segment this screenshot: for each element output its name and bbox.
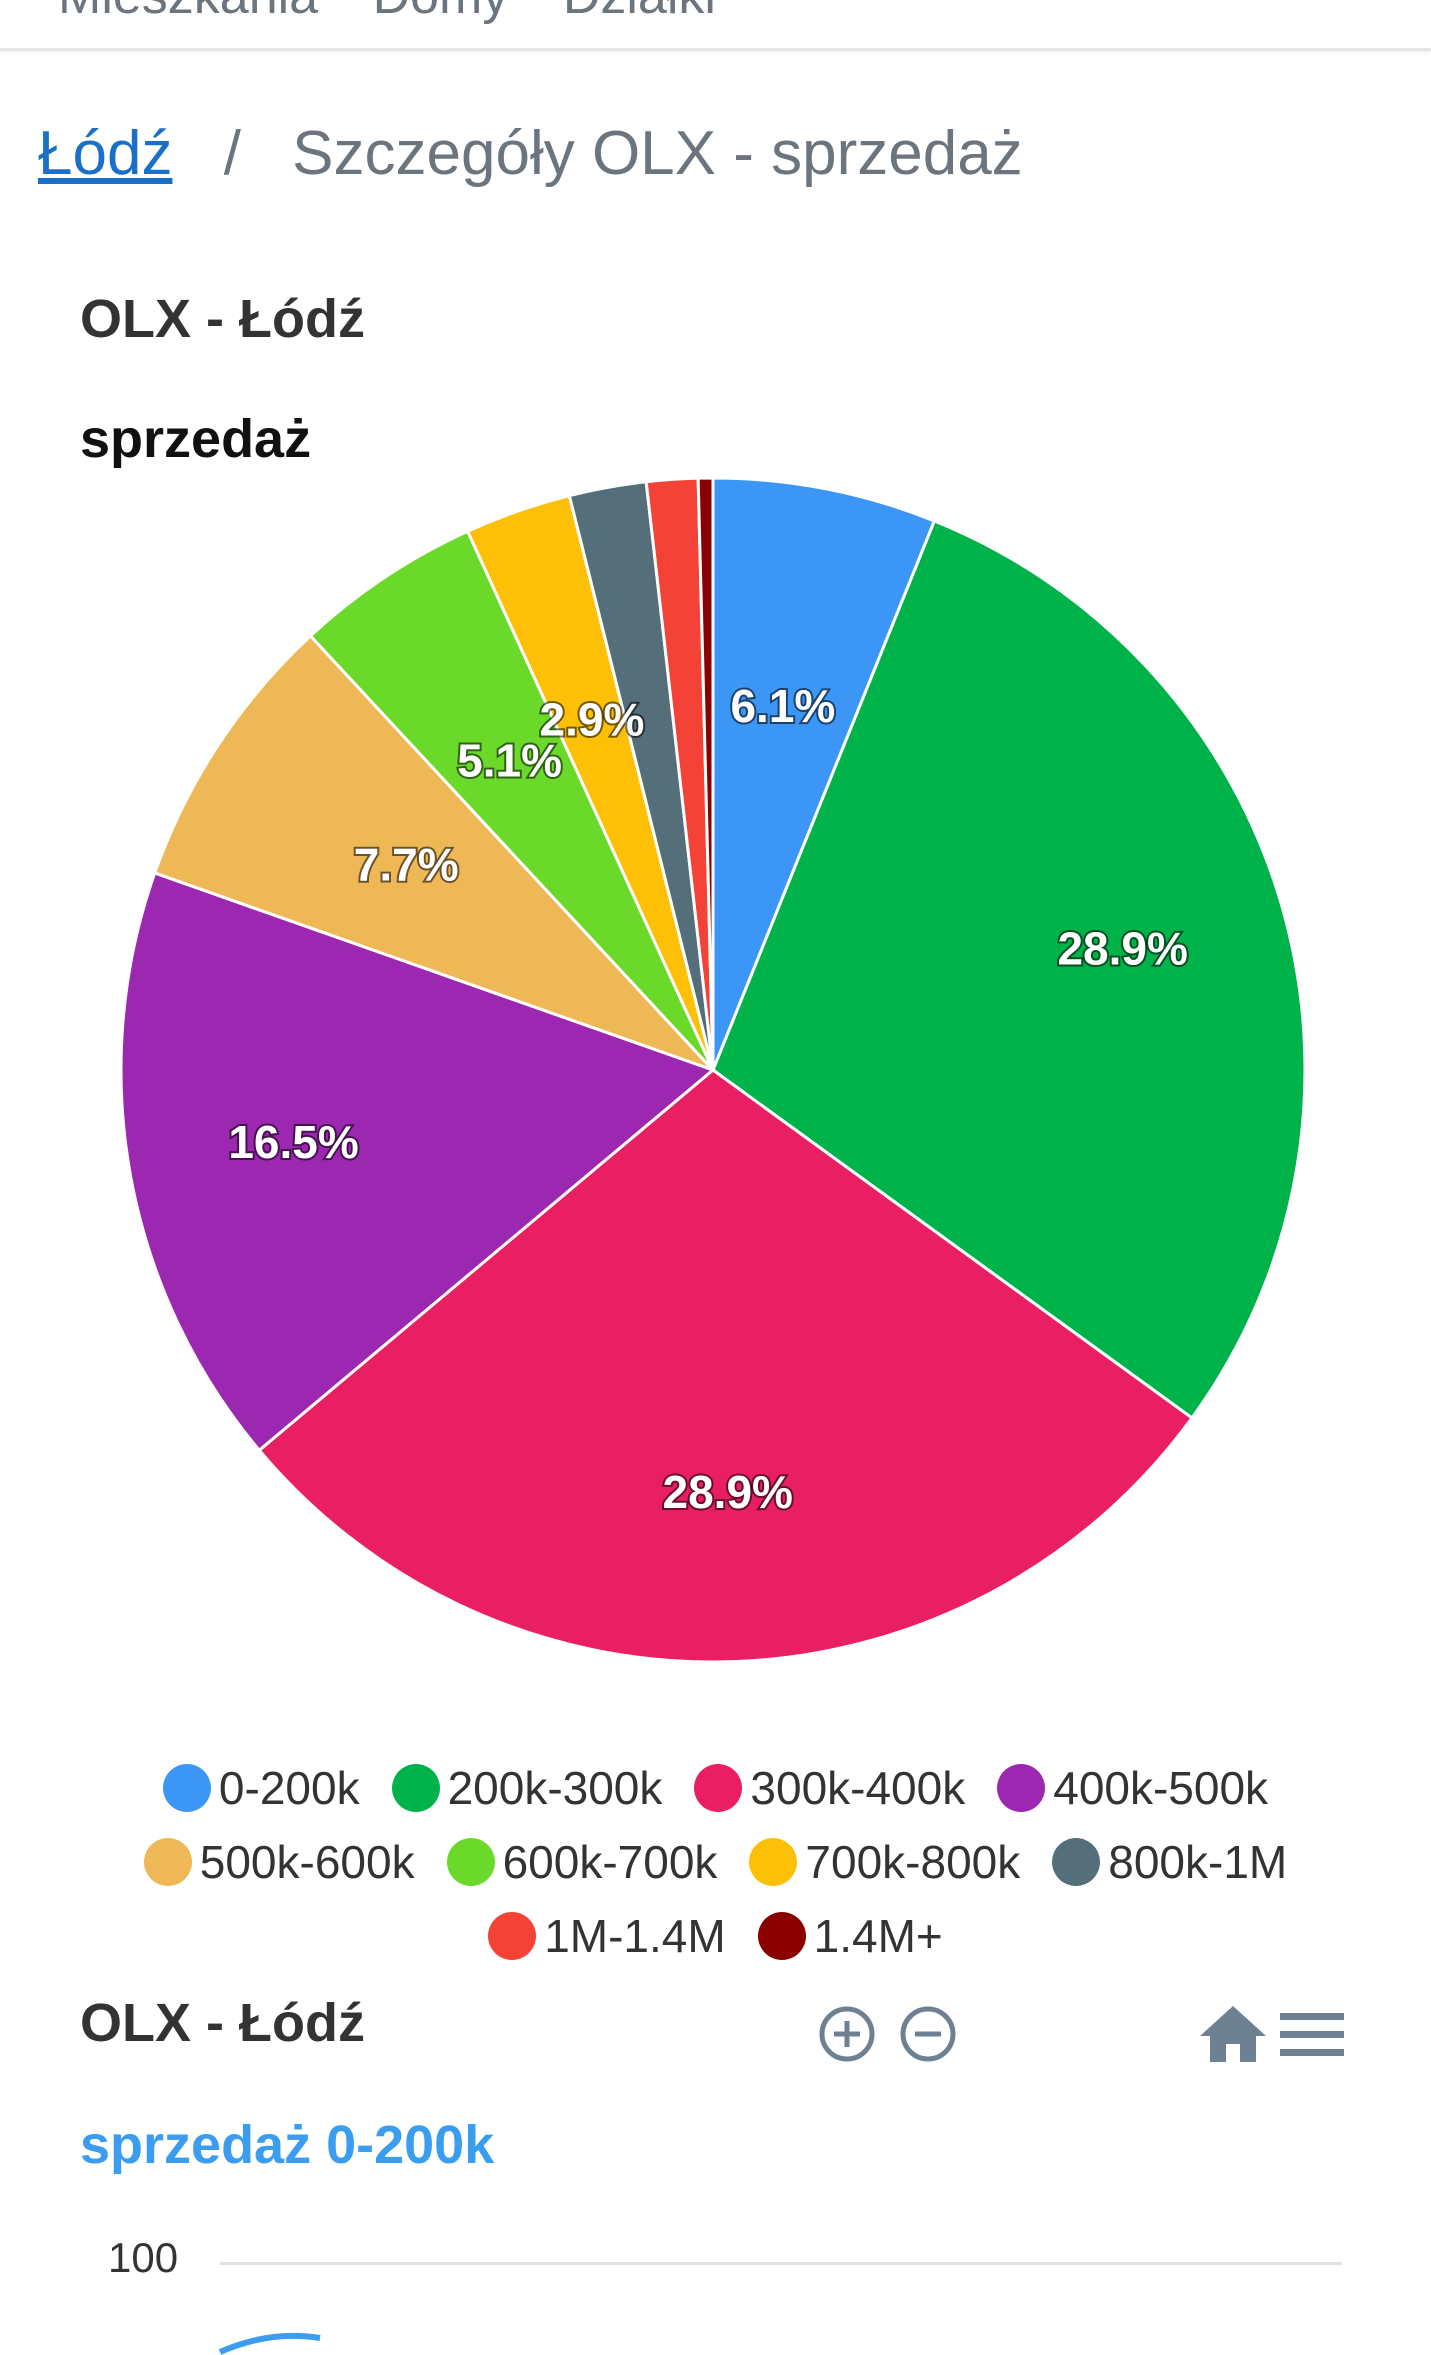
line-chart-subtitle: sprzedaż 0-200k bbox=[80, 2115, 495, 2175]
pie-chart: 6.1% 28.9% 28.9% 16.5% 7.7% 5.1%2.9% bbox=[119, 476, 1307, 1664]
legend-marker bbox=[757, 1912, 806, 1960]
legend-item-1-4m-[interactable]: 1.4M+ bbox=[757, 1906, 943, 1966]
legend-label: 500k-600k bbox=[199, 1836, 415, 1888]
nav-item-domy[interactable]: Domy bbox=[373, 0, 509, 25]
pie-data-label: 28.9% bbox=[663, 1466, 793, 1518]
pie-slice-1-4m-[interactable] bbox=[696, 476, 715, 1071]
y-axis-tick-label: 100 bbox=[108, 2234, 179, 2281]
pie-slice-500k-600k[interactable] bbox=[152, 633, 715, 1072]
breadcrumb: Łódź / Szczegóły OLX - sprzedaż bbox=[38, 118, 1023, 189]
gridline bbox=[220, 2262, 1342, 2265]
zoom-out-icon[interactable] bbox=[897, 2003, 959, 2065]
pie-slice-200k-300k[interactable] bbox=[711, 518, 1307, 1421]
pie-data-label: 5.1% bbox=[457, 735, 562, 787]
line-chart-title: OLX - Łódź bbox=[80, 1993, 365, 2053]
pie-slice-300k-400k[interactable] bbox=[257, 1068, 1195, 1664]
line-series-fragment bbox=[218, 2332, 321, 2355]
nav-item-mieszkania[interactable]: Mieszkania bbox=[58, 0, 318, 25]
pie-chart-title: OLX - Łódź bbox=[80, 289, 365, 349]
menu-icon[interactable] bbox=[1278, 2007, 1346, 2063]
breadcrumb-separator: / bbox=[223, 119, 241, 188]
legend-item-400k-500k[interactable]: 400k-500k bbox=[997, 1758, 1268, 1818]
pie-chart-legend: 0-200k 200k-300k 300k-400k 400k-500k 500k-60… bbox=[60, 1758, 1371, 1966]
legend-label: 1M-1.4M bbox=[544, 1910, 726, 1962]
pie-slice-600k-700k[interactable] bbox=[308, 529, 715, 1072]
legend-label: 400k-500k bbox=[1053, 1762, 1269, 1814]
pie-data-label: 2.9% bbox=[540, 694, 645, 746]
legend-item-500k-600k[interactable]: 500k-600k bbox=[143, 1832, 415, 1892]
legend-item-200k-300k[interactable]: 200k-300k bbox=[391, 1758, 663, 1818]
pie-chart-subtitle: sprzedaż bbox=[80, 409, 312, 469]
pie-data-label: 7.7% bbox=[354, 839, 459, 891]
pie-data-label: 16.5% bbox=[228, 1116, 358, 1168]
pie-slice-0-200k[interactable] bbox=[711, 476, 937, 1071]
breadcrumb-current: Szczegóły OLX - sprzedaż bbox=[292, 119, 1023, 188]
legend-marker bbox=[162, 1764, 211, 1812]
legend-marker bbox=[997, 1764, 1046, 1812]
legend-item-600k-700k[interactable]: 600k-700k bbox=[446, 1832, 718, 1892]
pie-data-label: 6.1% bbox=[730, 680, 835, 732]
legend-label: 700k-800k bbox=[805, 1836, 1021, 1888]
legend-label: 200k-300k bbox=[447, 1762, 663, 1814]
zoom-in-icon[interactable] bbox=[816, 2003, 878, 2065]
top-nav-links: Mieszkania Domy Działki bbox=[58, 0, 756, 26]
legend-marker bbox=[488, 1912, 537, 1960]
legend-marker bbox=[694, 1764, 743, 1812]
legend-marker bbox=[749, 1838, 798, 1886]
legend-item-1m-1-4m[interactable]: 1M-1.4M bbox=[488, 1906, 726, 1966]
legend-marker bbox=[391, 1764, 440, 1812]
legend-label: 800k-1M bbox=[1108, 1836, 1288, 1888]
legend-label: 1.4M+ bbox=[813, 1910, 943, 1962]
pie-data-label: 28.9% bbox=[1057, 923, 1187, 975]
legend-item-0-200k[interactable]: 0-200k bbox=[162, 1758, 360, 1818]
legend-item-800k-1m[interactable]: 800k-1M bbox=[1052, 1832, 1287, 1892]
home-icon[interactable] bbox=[1198, 2002, 1268, 2066]
legend-label: 0-200k bbox=[218, 1762, 360, 1814]
legend-marker bbox=[446, 1838, 495, 1886]
breadcrumb-home-link[interactable]: Łódź bbox=[38, 119, 173, 188]
top-navigation: Mieszkania Domy Działki bbox=[0, 0, 1431, 51]
legend-item-700k-800k[interactable]: 700k-800k bbox=[749, 1832, 1020, 1892]
pie-slice-400k-500k[interactable] bbox=[119, 871, 716, 1453]
legend-marker bbox=[143, 1838, 192, 1886]
legend-item-300k-400k[interactable]: 300k-400k bbox=[694, 1758, 965, 1818]
legend-label: 600k-700k bbox=[502, 1836, 718, 1888]
nav-item-dzialki[interactable]: Działki bbox=[563, 0, 716, 25]
legend-label: 300k-400k bbox=[750, 1762, 966, 1814]
legend-marker bbox=[1052, 1838, 1101, 1886]
